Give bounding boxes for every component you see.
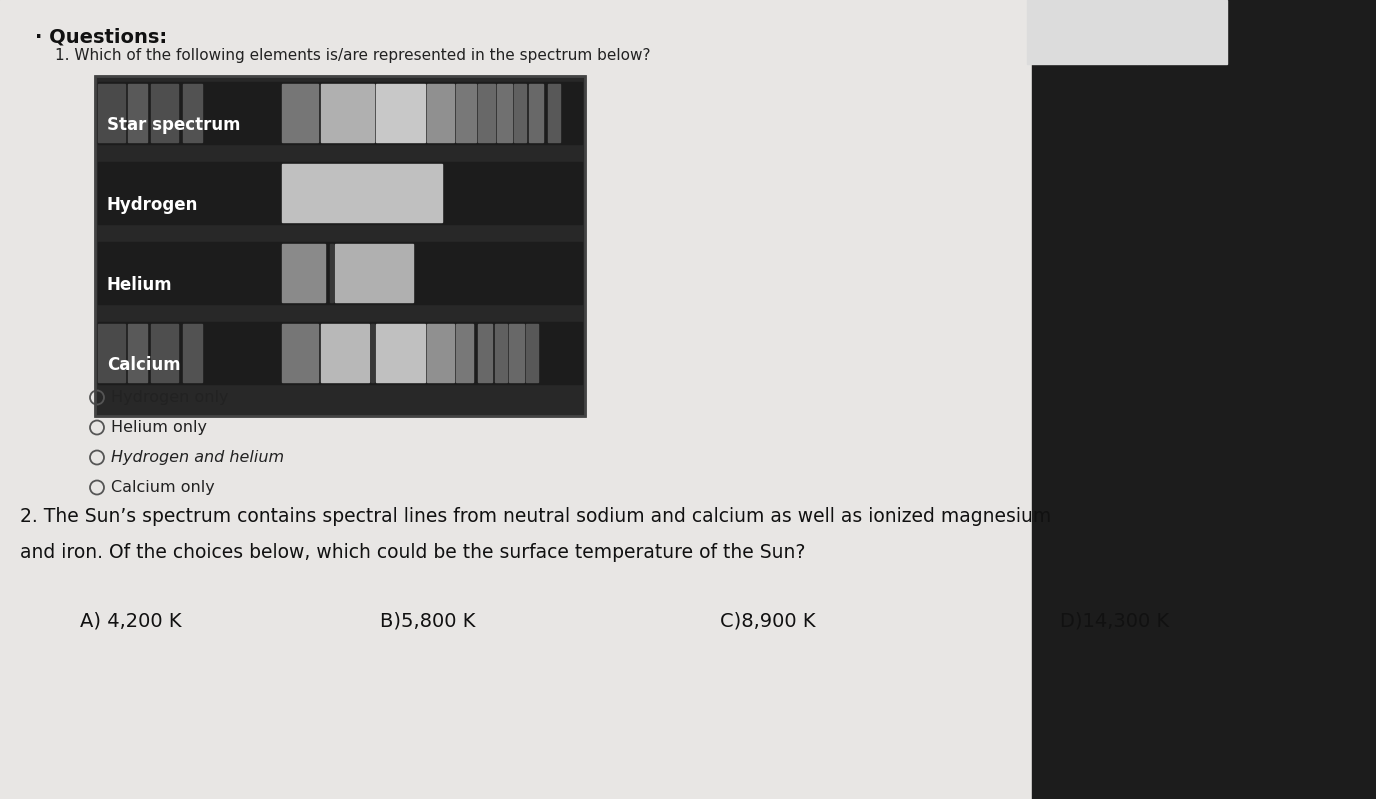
Bar [427,84,454,142]
Bar [457,324,473,382]
Text: D)14,300 K: D)14,300 K [1060,611,1170,630]
Bar [457,84,476,142]
Text: Calcium only: Calcium only [111,480,215,495]
Bar [98,162,582,224]
Text: · Questions:: · Questions: [34,28,166,47]
Bar [495,324,506,382]
Bar [527,324,538,382]
Bar [321,84,374,142]
Text: Helium: Helium [107,276,172,294]
Text: Hydrogen: Hydrogen [107,196,198,214]
Bar [427,324,454,382]
Bar [515,84,527,142]
Bar [98,82,582,144]
Bar [376,84,425,142]
Bar [98,242,582,304]
Bar [376,324,425,382]
Text: B)5,800 K: B)5,800 K [380,611,475,630]
Bar [98,324,125,382]
Bar [98,84,125,142]
Bar [1026,0,1148,64]
Bar [509,324,524,382]
Bar [95,76,585,416]
Text: 1. Which of the following elements is/are represented in the spectrum below?: 1. Which of the following elements is/ar… [55,48,651,63]
Text: 2. The Sun’s spectrum contains spectral lines from neutral sodium and calcium as: 2. The Sun’s spectrum contains spectral … [21,507,1051,527]
Bar [282,164,442,222]
Bar [330,244,333,302]
Bar [1032,0,1376,799]
Text: C)8,900 K: C)8,900 K [720,611,816,630]
Bar [128,84,147,142]
Bar [95,76,585,416]
Bar [98,322,582,384]
Bar [321,324,369,382]
Bar [183,324,202,382]
Bar [151,84,178,142]
Bar [151,324,178,382]
Bar [497,84,512,142]
Bar [282,84,318,142]
Bar [548,84,560,142]
Bar [282,324,318,382]
Text: Star spectrum: Star spectrum [107,116,241,134]
Text: Hydrogen and helium: Hydrogen and helium [111,450,283,465]
Text: and iron. Of the choices below, which could be the surface temperature of the Su: and iron. Of the choices below, which co… [21,543,805,562]
Bar [183,84,202,142]
Bar [128,324,147,382]
Text: Calcium: Calcium [107,356,180,374]
Bar [0,0,1032,799]
Text: Helium only: Helium only [111,420,206,435]
Bar [372,324,374,382]
Bar [528,84,544,142]
Text: Hydrogen only: Hydrogen only [111,390,228,405]
Bar [336,244,413,302]
Text: A) 4,200 K: A) 4,200 K [80,611,182,630]
Bar [477,324,493,382]
Bar [477,84,495,142]
Bar [282,244,326,302]
Bar [1148,0,1227,64]
